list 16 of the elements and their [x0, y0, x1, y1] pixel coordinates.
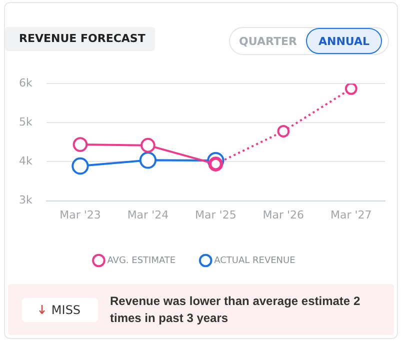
x-tick-label: Mar '24	[127, 208, 169, 222]
text: MISS	[51, 302, 81, 316]
y-tick-label: 4k	[18, 154, 33, 168]
legend-label: ACTUAL REVENUE	[214, 256, 296, 266]
text: QUARTER	[238, 34, 298, 48]
x-tick-label: Mar '23	[60, 208, 101, 222]
text: Revenue was lower than average estimate 2 times in past 3 years	[110, 292, 362, 326]
text: ANNUAL	[306, 28, 382, 54]
y-tick-label: 3k	[18, 194, 33, 207]
y-tick-label: 5k	[18, 116, 33, 129]
x-tick-label: Mar '25	[195, 208, 236, 222]
y-tick-label: 6k	[18, 76, 33, 90]
x-tick-label: Mar '27	[330, 208, 372, 222]
x-tick-label: Mar '26	[262, 208, 304, 222]
chart-title: REVENUE FORECAST	[5, 27, 155, 51]
legend-label: AVG. ESTIMATE	[107, 256, 176, 266]
